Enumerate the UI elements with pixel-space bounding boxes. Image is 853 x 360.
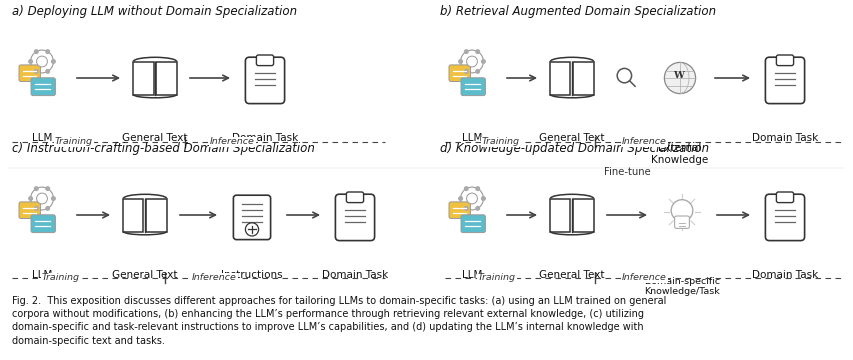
Text: General Text: General Text <box>538 133 604 143</box>
Circle shape <box>46 187 49 190</box>
Circle shape <box>46 69 49 73</box>
Text: Domain Task: Domain Task <box>232 133 298 143</box>
Circle shape <box>37 193 48 204</box>
Text: Fine-tune: Fine-tune <box>603 167 650 177</box>
PathPatch shape <box>549 62 570 94</box>
Circle shape <box>31 187 54 210</box>
PathPatch shape <box>123 198 143 231</box>
Circle shape <box>46 50 49 53</box>
Text: Domain Task: Domain Task <box>751 133 817 143</box>
Text: Domain-specific
Knowledge/Task: Domain-specific Knowledge/Task <box>643 277 719 296</box>
Text: Inference: Inference <box>192 274 236 283</box>
FancyBboxPatch shape <box>461 78 485 96</box>
Circle shape <box>481 60 485 63</box>
FancyBboxPatch shape <box>19 202 40 219</box>
Text: Training: Training <box>55 138 93 147</box>
Text: General Text: General Text <box>538 270 604 280</box>
Text: LLM: LLM <box>32 270 52 280</box>
Circle shape <box>475 69 479 73</box>
Circle shape <box>29 60 32 63</box>
FancyBboxPatch shape <box>674 216 688 228</box>
Circle shape <box>34 50 38 53</box>
Circle shape <box>458 197 461 200</box>
Text: General Text: General Text <box>122 133 188 143</box>
Circle shape <box>475 187 479 190</box>
Circle shape <box>466 193 477 204</box>
Text: Domain Task: Domain Task <box>751 270 817 280</box>
Text: External
Knowledge: External Knowledge <box>651 143 708 165</box>
Text: d) Knowledge-updated Domain Specialization: d) Knowledge-updated Domain Specializati… <box>439 142 708 155</box>
FancyBboxPatch shape <box>256 55 273 66</box>
Circle shape <box>34 207 38 210</box>
Circle shape <box>37 56 48 67</box>
Circle shape <box>664 62 695 94</box>
PathPatch shape <box>147 198 166 231</box>
FancyBboxPatch shape <box>775 55 792 66</box>
Text: Instructions: Instructions <box>221 270 282 280</box>
FancyBboxPatch shape <box>335 194 374 240</box>
Circle shape <box>51 60 55 63</box>
FancyBboxPatch shape <box>775 192 792 203</box>
Text: Inference: Inference <box>621 274 666 283</box>
Text: c) Instruction-crafting-based Domain Specialization: c) Instruction-crafting-based Domain Spe… <box>12 142 315 155</box>
Circle shape <box>464 187 467 190</box>
FancyBboxPatch shape <box>245 57 284 104</box>
Text: Inference: Inference <box>210 138 254 147</box>
Circle shape <box>31 50 54 73</box>
Text: b) Retrieval Augmented Domain Specialization: b) Retrieval Augmented Domain Specializa… <box>439 5 716 18</box>
FancyBboxPatch shape <box>449 202 470 219</box>
Text: Inference: Inference <box>621 138 666 147</box>
Circle shape <box>458 60 461 63</box>
Text: W: W <box>672 71 683 80</box>
FancyBboxPatch shape <box>31 78 55 96</box>
PathPatch shape <box>573 62 593 94</box>
PathPatch shape <box>573 198 593 231</box>
PathPatch shape <box>549 198 570 231</box>
Text: a) Deploying LLM without Domain Specialization: a) Deploying LLM without Domain Speciali… <box>12 5 297 18</box>
Text: LLM: LLM <box>32 133 52 143</box>
Circle shape <box>670 200 692 221</box>
Circle shape <box>466 56 477 67</box>
PathPatch shape <box>156 62 177 94</box>
Circle shape <box>475 207 479 210</box>
FancyBboxPatch shape <box>31 215 55 233</box>
Text: Domain Task: Domain Task <box>322 270 387 280</box>
Circle shape <box>29 197 32 200</box>
Circle shape <box>481 197 485 200</box>
Circle shape <box>460 50 483 73</box>
Text: LLM: LLM <box>461 133 482 143</box>
Circle shape <box>460 187 483 210</box>
Circle shape <box>245 223 258 236</box>
PathPatch shape <box>133 62 154 94</box>
Circle shape <box>34 69 38 73</box>
Text: Training: Training <box>481 138 519 147</box>
Circle shape <box>46 207 49 210</box>
Text: Training: Training <box>478 274 515 283</box>
Circle shape <box>464 69 467 73</box>
FancyBboxPatch shape <box>764 194 804 240</box>
Circle shape <box>475 50 479 53</box>
FancyBboxPatch shape <box>19 65 40 81</box>
FancyBboxPatch shape <box>346 192 363 203</box>
FancyBboxPatch shape <box>233 195 270 240</box>
FancyBboxPatch shape <box>449 65 470 81</box>
Text: Training: Training <box>42 274 80 283</box>
Circle shape <box>51 197 55 200</box>
Text: Fig. 2.  This exposition discusses different approaches for tailoring LLMs to do: Fig. 2. This exposition discusses differ… <box>12 296 665 346</box>
Circle shape <box>464 50 467 53</box>
Circle shape <box>34 187 38 190</box>
FancyBboxPatch shape <box>764 57 804 104</box>
FancyBboxPatch shape <box>461 215 485 233</box>
Circle shape <box>464 207 467 210</box>
Text: General Text: General Text <box>112 270 177 280</box>
Text: LLM: LLM <box>461 270 482 280</box>
